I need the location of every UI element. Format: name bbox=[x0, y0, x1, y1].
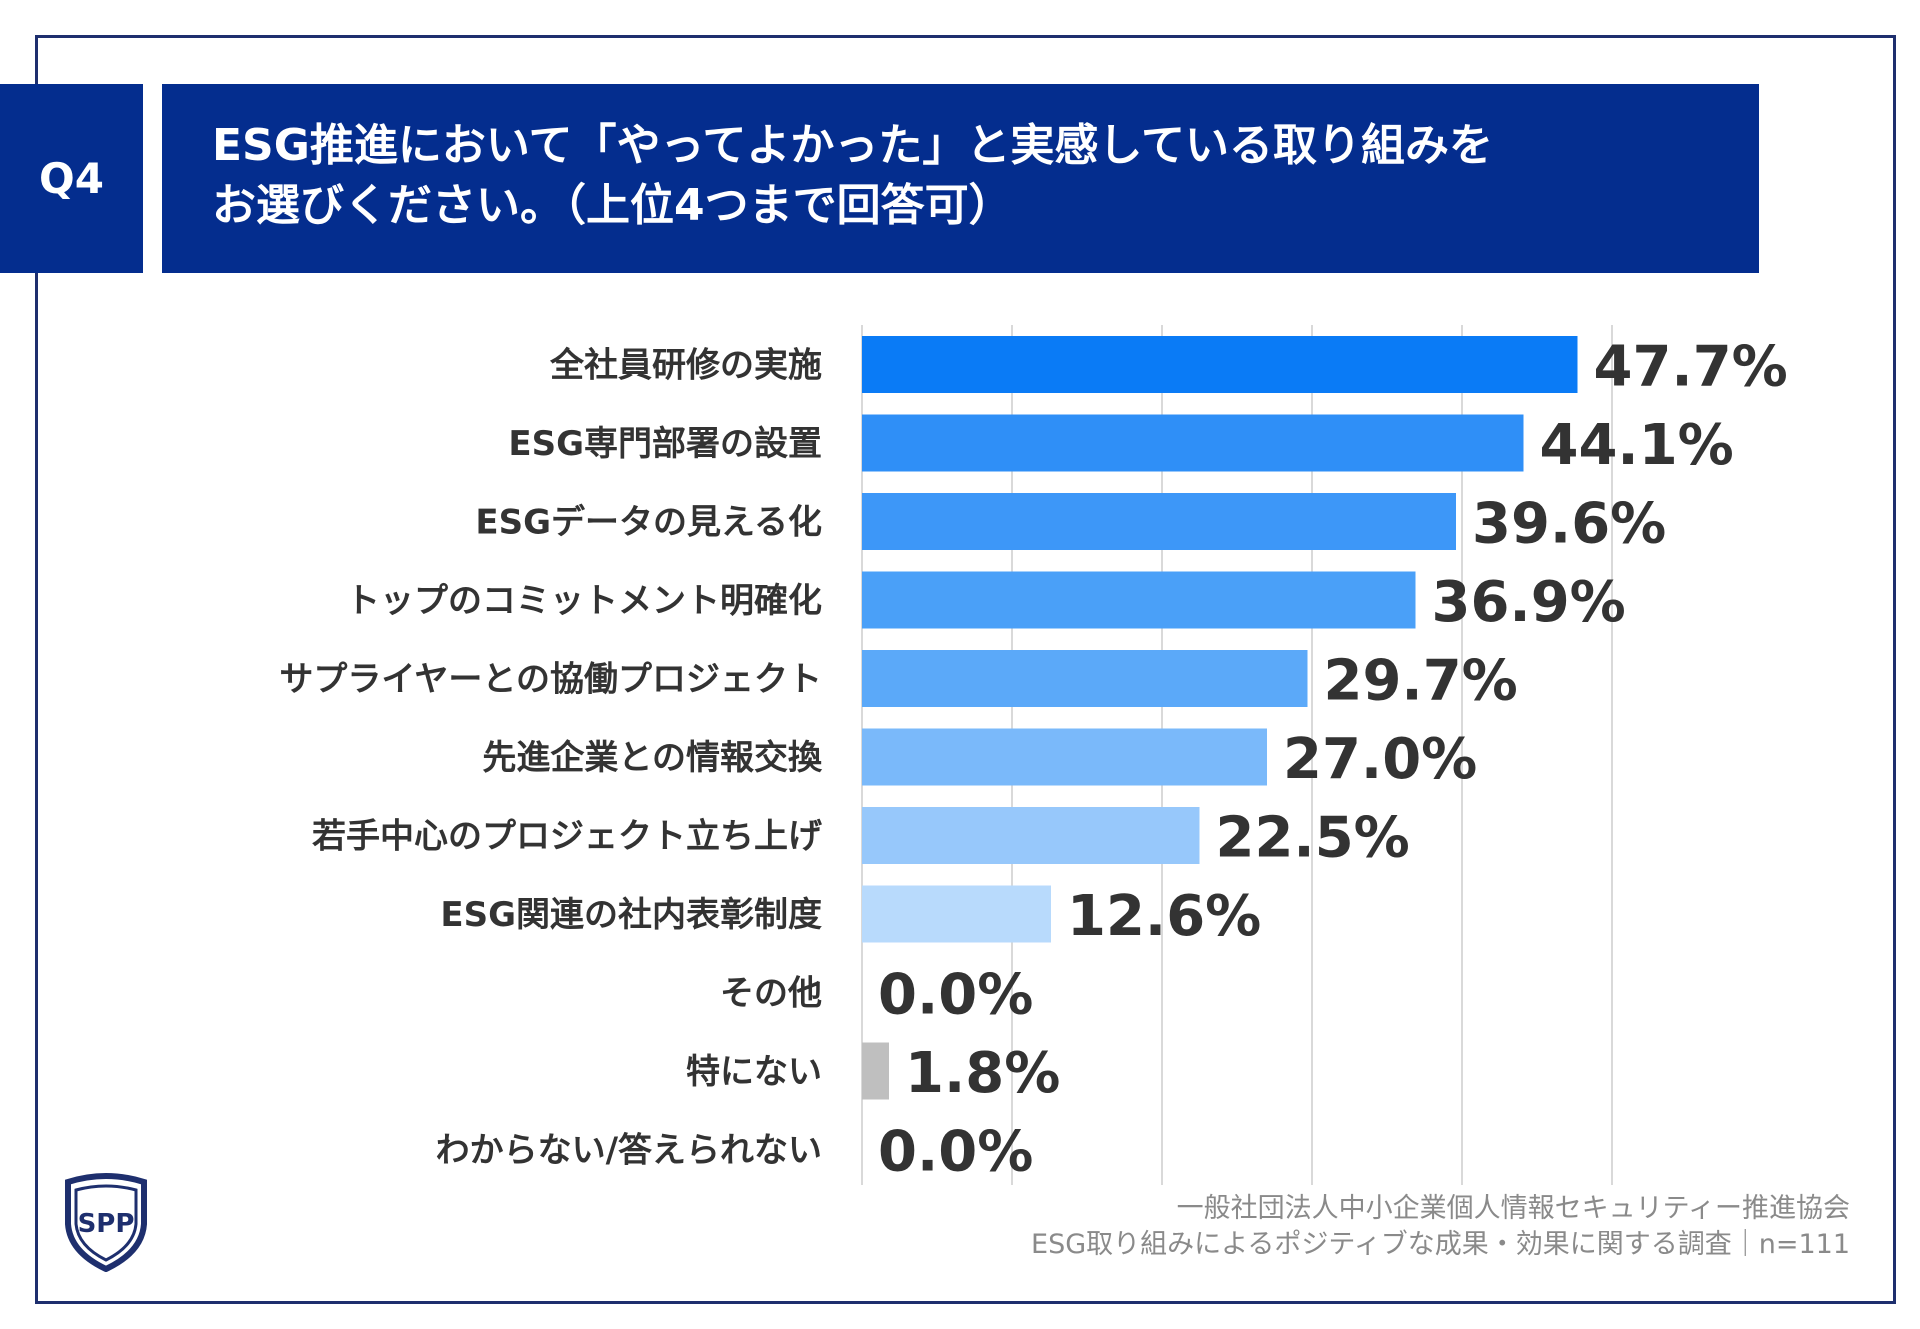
value-label: 29.7% bbox=[1324, 649, 1518, 714]
value-label: 44.1% bbox=[1540, 413, 1734, 478]
bar bbox=[862, 650, 1308, 707]
bar bbox=[862, 807, 1200, 864]
chart-frame bbox=[35, 35, 1896, 1304]
value-label: 27.0% bbox=[1283, 727, 1477, 792]
bar bbox=[862, 414, 1524, 472]
value-label: 1.8% bbox=[905, 1041, 1060, 1106]
svg-text:SPP: SPP bbox=[78, 1209, 135, 1239]
category-label: その他 bbox=[720, 974, 822, 1014]
value-label: 12.6% bbox=[1067, 884, 1261, 949]
source-note: 一般社団法人中小企業個人情報セキュリティー推進協会 ESG取り組みによるポジティ… bbox=[1031, 1191, 1850, 1263]
source-line-1: 一般社団法人中小企業個人情報セキュリティー推進協会 bbox=[1176, 1193, 1850, 1224]
question-title-line-2: お選びください。（上位4つまで回答可） bbox=[212, 180, 1013, 231]
value-label: 0.0% bbox=[878, 1120, 1033, 1185]
category-label: 若手中心のプロジェクト立ち上げ bbox=[312, 817, 822, 857]
category-label: 全社員研修の実施 bbox=[549, 346, 822, 386]
bar bbox=[862, 885, 1051, 943]
value-label: 39.6% bbox=[1472, 492, 1666, 557]
bar bbox=[862, 728, 1267, 786]
category-label: トップのコミットメント明確化 bbox=[346, 581, 822, 621]
value-label: 0.0% bbox=[878, 963, 1033, 1028]
bar bbox=[862, 1042, 889, 1100]
value-label: 22.5% bbox=[1216, 806, 1410, 871]
question-title-line-1: ESG推進において「やってよかった」と実感している取り組みを bbox=[212, 120, 1494, 171]
question-number: Q4 bbox=[39, 154, 104, 203]
category-label: 特にない bbox=[686, 1052, 822, 1092]
value-label: 36.9% bbox=[1432, 570, 1626, 635]
question-number-badge: Q4 bbox=[0, 84, 143, 273]
bar bbox=[862, 571, 1416, 629]
value-label: 47.7% bbox=[1594, 335, 1788, 400]
category-label: ESG関連の社内表彰制度 bbox=[440, 895, 822, 935]
bar bbox=[862, 493, 1456, 550]
category-label: わからない/答えられない bbox=[436, 1131, 822, 1171]
category-label: ESGデータの見える化 bbox=[475, 503, 822, 543]
sppc-shield-logo-icon: SPP bbox=[65, 1173, 147, 1272]
question-title: ESG推進において「やってよかった」と実感している取り組みを お選びください。（… bbox=[162, 84, 1759, 273]
category-label: サプライヤーとの協働プロジェクト bbox=[279, 660, 822, 700]
category-label: 先進企業との情報交換 bbox=[482, 738, 823, 778]
category-label: ESG専門部署の設置 bbox=[508, 424, 822, 464]
source-line-2: ESG取り組みによるポジティブな成果・効果に関する調査｜n=111 bbox=[1031, 1229, 1850, 1260]
bar bbox=[862, 336, 1578, 393]
